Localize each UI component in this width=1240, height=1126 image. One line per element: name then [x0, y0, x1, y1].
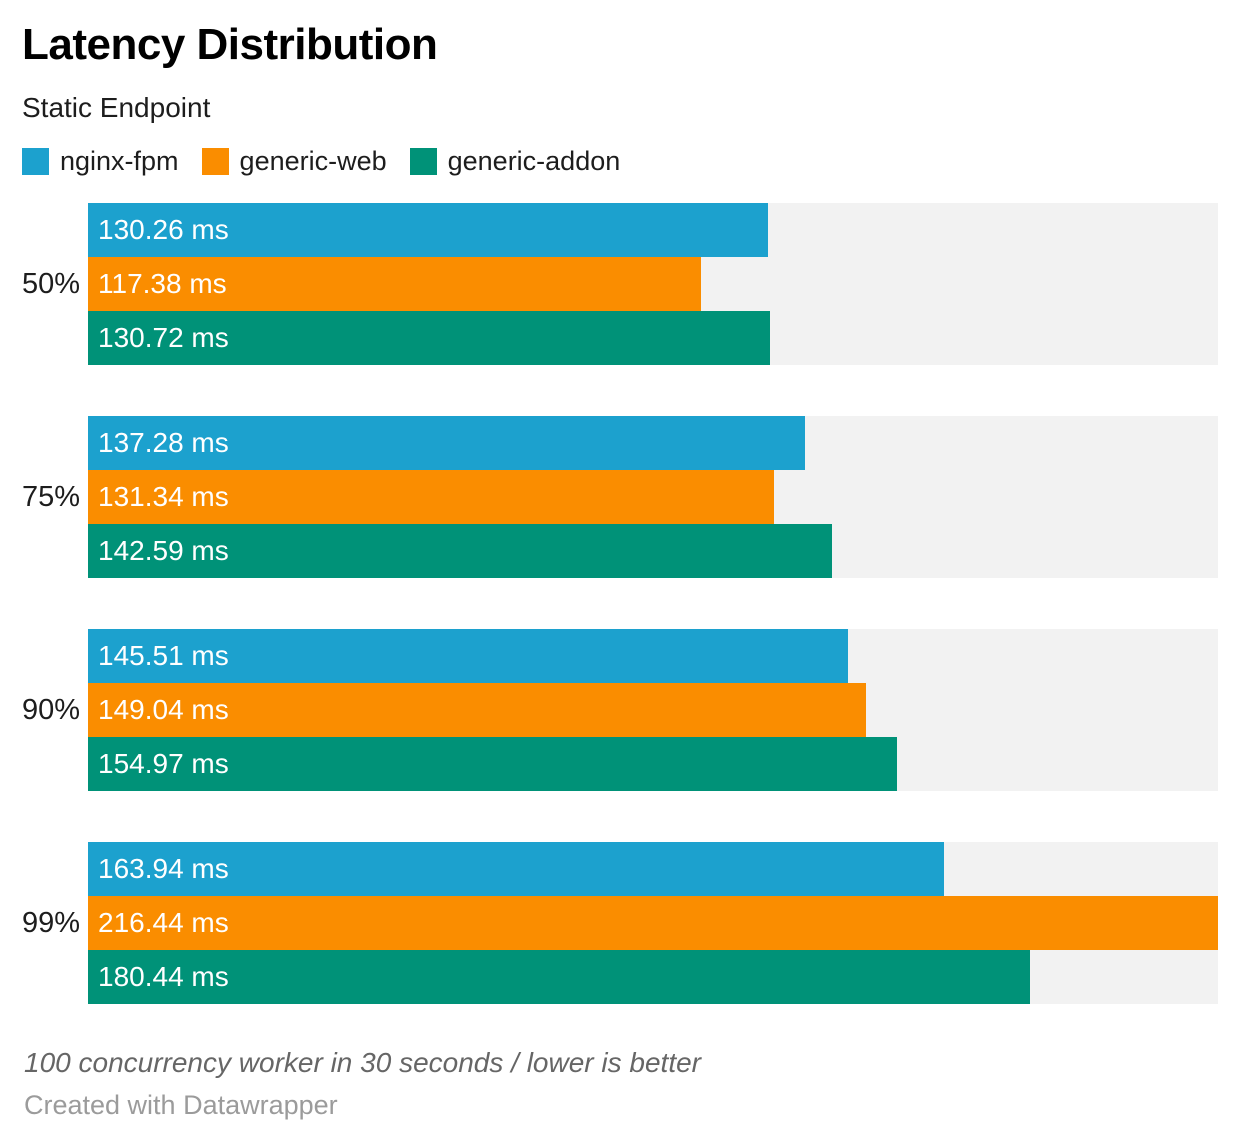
attribution: Created with Datawrapper	[24, 1089, 338, 1120]
bar-generic-addon: 180.44 ms	[88, 950, 1031, 1005]
bar-value-label: 145.51 ms	[98, 640, 229, 672]
footer-note: 100 concurrency worker in 30 seconds / l…	[24, 1047, 701, 1079]
bar-generic-addon: 142.59 ms	[88, 524, 833, 579]
bar-value-label: 142.59 ms	[98, 535, 229, 567]
bar-generic-web: 216.44 ms	[88, 896, 1218, 951]
legend-item-label: nginx-fpm	[60, 146, 179, 177]
bar-generic-web: 149.04 ms	[88, 683, 867, 738]
chart-group-50%: 50% 130.26 ms 117.38 ms 130.72 ms	[22, 203, 1218, 366]
bar-value-label: 163.94 ms	[98, 853, 229, 885]
category-label: 50%	[22, 267, 81, 300]
bar-generic-web: 117.38 ms	[88, 257, 701, 312]
bar-track: 137.28 ms 131.34 ms 142.59 ms	[88, 416, 1218, 579]
bar-chart: 50% 130.26 ms 117.38 ms 130.72 ms 75% 137.28 …	[22, 203, 1218, 1005]
bar-nginx-fpm: 130.26 ms	[88, 203, 769, 258]
page-title: Latency Distribution	[22, 20, 438, 69]
bar-value-label: 154.97 ms	[98, 748, 229, 780]
legend-swatch-icon	[409, 148, 437, 176]
legend-item-generic-addon: generic-addon	[409, 146, 621, 177]
bar-track: 163.94 ms 216.44 ms 180.44 ms	[88, 842, 1218, 1005]
chart-subtitle: Static Endpoint	[22, 91, 211, 123]
chart-group-90%: 90% 145.51 ms 149.04 ms 154.97 ms	[22, 629, 1218, 792]
bar-value-label: 137.28 ms	[98, 427, 229, 459]
bar-nginx-fpm: 145.51 ms	[88, 629, 848, 684]
bar-generic-addon: 130.72 ms	[88, 311, 771, 366]
category-label: 90%	[22, 693, 81, 726]
bar-nginx-fpm: 137.28 ms	[88, 416, 805, 471]
category-label: 75%	[22, 480, 81, 513]
legend-swatch-icon	[22, 148, 49, 176]
bar-value-label: 117.38 ms	[98, 268, 227, 300]
legend-item-nginx-fpm: nginx-fpm	[22, 146, 179, 177]
bar-value-label: 149.04 ms	[98, 694, 229, 726]
bar-value-label: 130.26 ms	[98, 214, 229, 246]
bar-track: 130.26 ms 117.38 ms 130.72 ms	[88, 203, 1218, 366]
bar-value-label: 180.44 ms	[98, 961, 229, 993]
bar-generic-web: 131.34 ms	[88, 470, 774, 525]
legend-item-label: generic-web	[239, 146, 387, 177]
bar-nginx-fpm: 163.94 ms	[88, 842, 944, 897]
legend: nginx-fpm generic-web generic-addon	[22, 146, 1218, 177]
bar-value-label: 131.34 ms	[98, 481, 229, 513]
category-label: 99%	[22, 906, 81, 939]
bar-generic-addon: 154.97 ms	[88, 737, 898, 792]
bar-value-label: 130.72 ms	[98, 322, 229, 354]
legend-swatch-icon	[201, 148, 229, 176]
bar-track: 145.51 ms 149.04 ms 154.97 ms	[88, 629, 1218, 792]
legend-item-label: generic-addon	[447, 146, 621, 177]
chart-group-75%: 75% 137.28 ms 131.34 ms 142.59 ms	[22, 416, 1218, 579]
bar-value-label: 216.44 ms	[98, 907, 229, 939]
chart-group-99%: 99% 163.94 ms 216.44 ms 180.44 ms	[22, 842, 1218, 1005]
legend-item-generic-web: generic-web	[201, 146, 387, 177]
